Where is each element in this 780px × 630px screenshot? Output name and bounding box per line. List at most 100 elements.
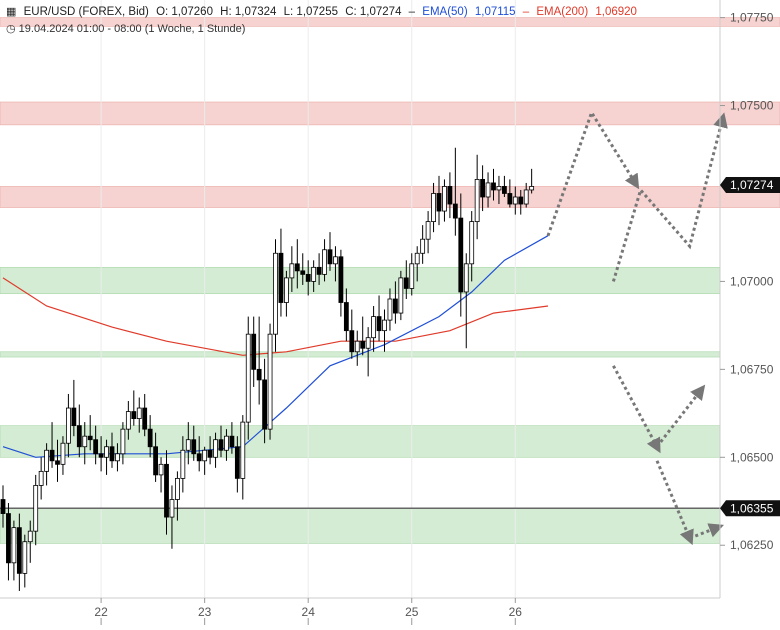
resistance-zone xyxy=(0,17,780,27)
projection-path xyxy=(546,109,640,237)
bearish-candle xyxy=(458,217,464,293)
chart-type-icon[interactable]: ▦ xyxy=(6,6,17,18)
bullish-candle xyxy=(115,453,120,462)
bearish-candle xyxy=(191,439,197,455)
ema200-label[interactable]: EMA(200) xyxy=(536,6,589,18)
bearish-candle xyxy=(436,193,442,212)
bullish-candle xyxy=(213,439,218,458)
bearish-candle xyxy=(55,460,60,465)
bullish-candle xyxy=(442,186,447,212)
bullish-candle xyxy=(311,266,317,282)
bearish-candle xyxy=(349,330,355,353)
bullish-candle xyxy=(11,527,17,564)
ema50-label[interactable]: EMA(50) xyxy=(422,6,468,18)
bullish-candle xyxy=(523,189,529,205)
bullish-candle xyxy=(322,249,327,275)
bearish-candle xyxy=(207,449,213,458)
bullish-candle xyxy=(382,319,387,332)
bullish-candle xyxy=(398,277,404,314)
bearish-candle xyxy=(507,193,513,205)
bearish-candle xyxy=(256,368,262,381)
bullish-candle xyxy=(283,277,289,303)
bearish-candle xyxy=(376,316,382,332)
y-tick-label: 1,06250 xyxy=(730,538,774,552)
bearish-candle xyxy=(6,513,11,564)
bullish-candle xyxy=(463,263,469,293)
ema200-line xyxy=(2,277,549,356)
bullish-candle xyxy=(333,256,338,265)
ema50-line xyxy=(2,235,549,458)
y-tick-label: 1,07750 xyxy=(730,11,774,25)
bullish-candle xyxy=(38,470,44,486)
projection-layer xyxy=(546,109,728,546)
chart-header: ▦ EUR/USD (FOREX, Bid) O: 1,07260 H: 1,0… xyxy=(6,5,641,18)
bullish-candle xyxy=(66,407,71,444)
bearish-candle xyxy=(491,182,496,191)
bearish-candle xyxy=(251,333,257,370)
price-tag-box xyxy=(720,177,780,194)
bearish-candle xyxy=(278,252,284,303)
bearish-candle xyxy=(343,302,349,332)
bullish-candle xyxy=(27,530,33,543)
projection-path xyxy=(689,523,724,540)
bullish-candle xyxy=(289,263,295,279)
price-tag-label: 1,07274 xyxy=(730,178,774,192)
x-tick-label: 23 xyxy=(198,605,212,619)
timeframe: (1 Woche, 1 Stunde) xyxy=(144,23,246,35)
bearish-candle xyxy=(93,439,99,455)
bearish-candle xyxy=(447,186,453,205)
close-value: C: 1,07274 xyxy=(345,6,402,18)
bullish-candle xyxy=(469,221,475,265)
separator: – xyxy=(522,6,530,18)
bearish-candle xyxy=(0,499,6,514)
bullish-candle xyxy=(425,221,431,240)
y-tick-label: 1,06500 xyxy=(730,450,774,464)
bearish-candle xyxy=(218,439,224,451)
bullish-candle xyxy=(485,182,491,198)
bearish-candle xyxy=(87,435,93,441)
bearish-candle xyxy=(262,379,268,430)
y-tick-label: 1,06750 xyxy=(730,362,774,376)
bearish-candle xyxy=(153,446,159,476)
bullish-candle xyxy=(409,263,415,289)
bearish-candle xyxy=(501,186,507,194)
bearish-candle xyxy=(142,407,148,430)
bullish-candle xyxy=(512,196,518,205)
bearish-candle xyxy=(338,256,344,303)
bullish-candle xyxy=(60,442,66,465)
support-zone xyxy=(0,507,721,544)
symbol-label[interactable]: EUR/USD (FOREX, Bid) xyxy=(23,6,149,18)
support-zone xyxy=(0,425,721,458)
bullish-candle xyxy=(474,178,480,223)
bullish-candle xyxy=(169,499,175,518)
bullish-candle xyxy=(354,340,360,353)
bullish-candle xyxy=(529,186,535,191)
bearish-candle xyxy=(327,249,333,265)
bullish-candle xyxy=(125,411,131,430)
bullish-candle xyxy=(174,477,180,500)
x-tick-label: 24 xyxy=(302,605,316,619)
bearish-candle xyxy=(234,446,240,479)
bullish-candle xyxy=(185,439,191,451)
chart-subheader: ◷ 19.04.2024 01:00 - 08:00 (1 Woche, 1 S… xyxy=(6,22,245,35)
bullish-candle xyxy=(202,449,208,462)
y-tick-label: 1,07500 xyxy=(730,99,774,113)
resistance-zone xyxy=(0,186,780,208)
bearish-candle xyxy=(16,527,22,574)
bullish-candle xyxy=(414,252,420,265)
bullish-candle xyxy=(180,449,186,479)
bullish-candle xyxy=(158,463,164,476)
bearish-candle xyxy=(109,446,115,462)
bullish-candle xyxy=(224,435,229,451)
bullish-candle xyxy=(371,316,377,339)
bearish-candle xyxy=(452,203,458,219)
projection-path xyxy=(655,460,694,546)
high-value: H: 1,07324 xyxy=(220,6,277,18)
price-axis: 1,07750 1,07500 1,07000 1,06750 1,06500 1,062… xyxy=(720,11,774,552)
separator: – xyxy=(408,6,416,18)
bullish-candle xyxy=(44,449,49,472)
bearish-candle xyxy=(316,266,322,275)
bearish-candle xyxy=(294,263,300,272)
low-value: L: 1,07255 xyxy=(283,6,338,18)
